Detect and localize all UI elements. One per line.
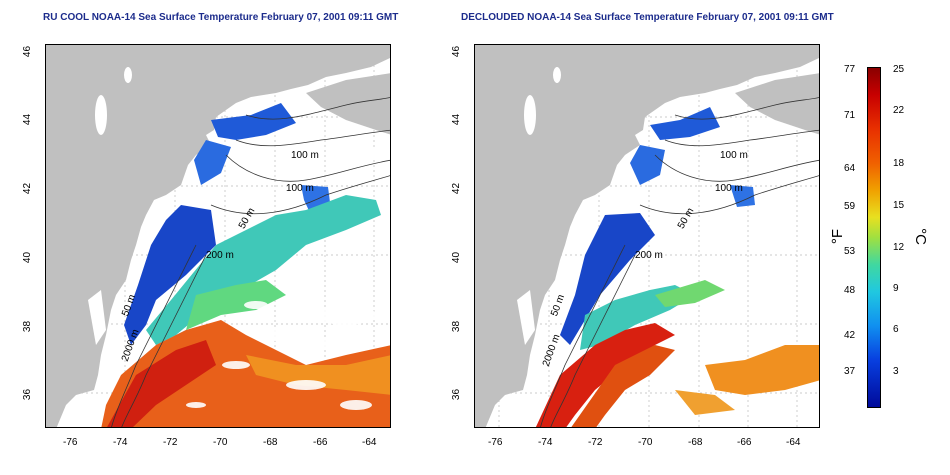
celsius-tick: 22 bbox=[893, 105, 905, 116]
temperature-colorbar bbox=[867, 67, 881, 408]
fahrenheit-tick: 42 bbox=[844, 330, 856, 341]
y-tick: 36 bbox=[22, 388, 34, 401]
celsius-tick: 18 bbox=[893, 158, 905, 169]
fahrenheit-tick: 48 bbox=[844, 285, 856, 296]
x-tick: -66 bbox=[313, 437, 328, 448]
fahrenheit-tick: 71 bbox=[844, 110, 856, 121]
celsius-tick: 25 bbox=[893, 64, 905, 75]
contour-label: 100 m bbox=[720, 150, 748, 161]
celsius-tick: 3 bbox=[893, 366, 899, 377]
y-tick: 46 bbox=[22, 45, 34, 58]
y-tick: 38 bbox=[22, 320, 34, 333]
contour-label: 200 m bbox=[635, 250, 663, 261]
contour-label: 100 m bbox=[291, 150, 319, 161]
x-tick: -68 bbox=[263, 437, 278, 448]
y-tick: 42 bbox=[451, 182, 463, 195]
y-tick: 46 bbox=[451, 45, 463, 58]
x-tick: -72 bbox=[588, 437, 603, 448]
x-tick: -64 bbox=[786, 437, 801, 448]
left-map-panel: 100 m 100 m 50 m 200 m 50 m 2000 m bbox=[45, 44, 391, 428]
y-tick: 36 bbox=[451, 388, 463, 401]
y-tick: 40 bbox=[451, 251, 463, 264]
x-tick: -76 bbox=[63, 437, 78, 448]
x-tick: -70 bbox=[213, 437, 228, 448]
x-tick: -72 bbox=[163, 437, 178, 448]
fahrenheit-unit-label: °F bbox=[829, 228, 847, 245]
fahrenheit-tick: 37 bbox=[844, 366, 856, 377]
fahrenheit-tick: 77 bbox=[844, 64, 856, 75]
fahrenheit-tick: 64 bbox=[844, 163, 856, 174]
x-tick: -70 bbox=[638, 437, 653, 448]
x-tick: -76 bbox=[488, 437, 503, 448]
contour-label: 100 m bbox=[715, 183, 743, 194]
celsius-tick: 6 bbox=[893, 324, 899, 335]
contour-label: 100 m bbox=[286, 183, 314, 194]
left-sst-map bbox=[46, 45, 390, 427]
celsius-unit-label: °C bbox=[911, 228, 929, 245]
fahrenheit-tick: 59 bbox=[844, 201, 856, 212]
x-tick: -74 bbox=[113, 437, 128, 448]
right-map-panel: 100 m 100 m 50 m 200 m 50 m 2000 m bbox=[474, 44, 820, 428]
y-tick: 44 bbox=[451, 113, 463, 126]
celsius-tick: 12 bbox=[893, 242, 905, 253]
y-tick: 40 bbox=[22, 251, 34, 264]
y-tick: 38 bbox=[451, 320, 463, 333]
land-mass bbox=[475, 45, 819, 427]
fahrenheit-tick: 53 bbox=[844, 246, 856, 257]
celsius-tick: 9 bbox=[893, 283, 899, 294]
left-map-title: RU COOL NOAA-14 Sea Surface Temperature … bbox=[43, 12, 399, 23]
x-tick: -64 bbox=[362, 437, 377, 448]
celsius-tick: 15 bbox=[893, 200, 905, 211]
x-tick: -66 bbox=[737, 437, 752, 448]
x-tick: -68 bbox=[688, 437, 703, 448]
contour-label: 200 m bbox=[206, 250, 234, 261]
y-tick: 44 bbox=[22, 113, 34, 126]
land-mass bbox=[46, 45, 390, 427]
right-sst-map bbox=[475, 45, 819, 427]
x-tick: -74 bbox=[538, 437, 553, 448]
right-map-title: DECLOUDED NOAA-14 Sea Surface Temperatur… bbox=[461, 12, 834, 23]
y-tick: 42 bbox=[22, 182, 34, 195]
